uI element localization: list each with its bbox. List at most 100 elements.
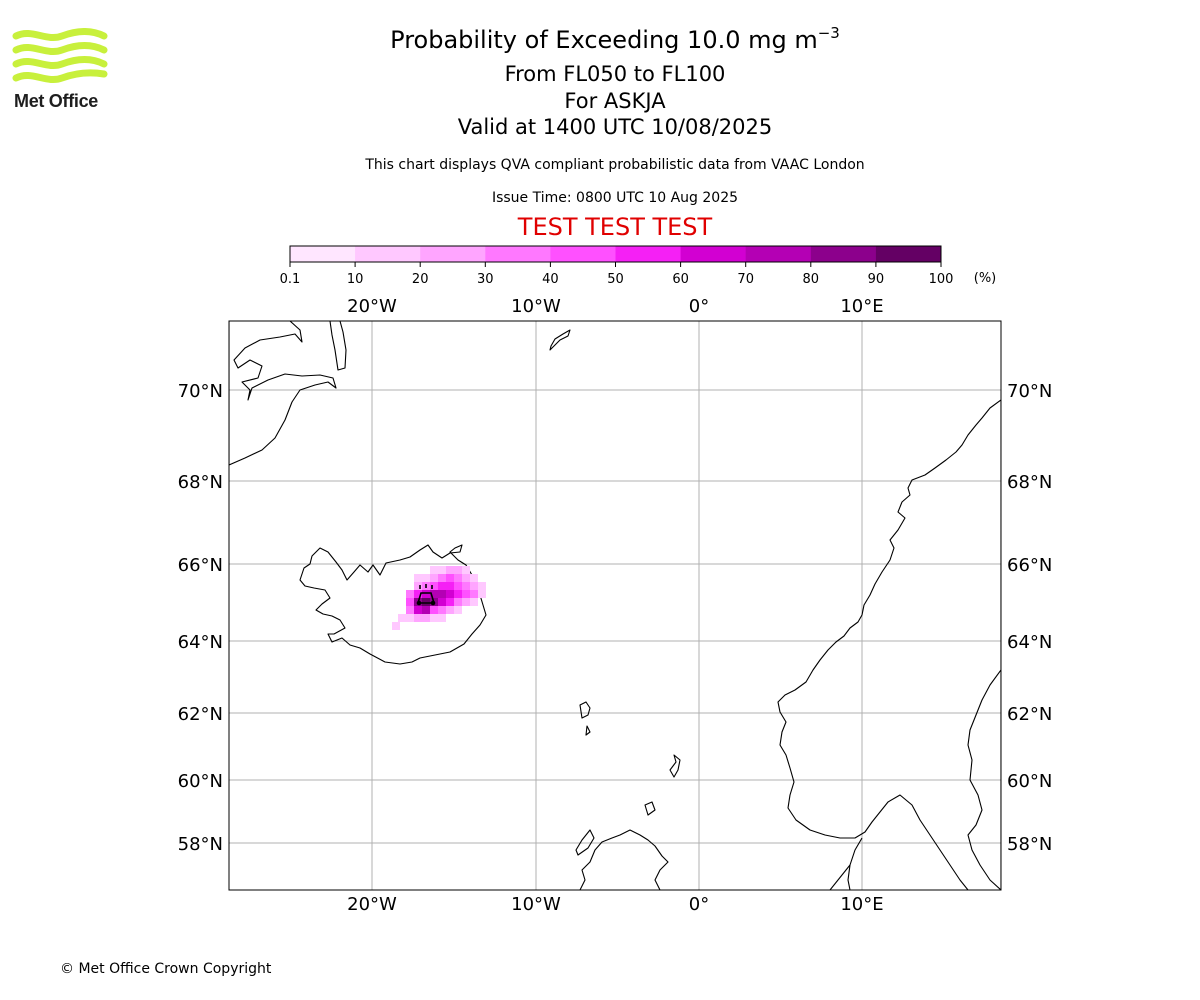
title-text: Probability of Exceeding 10.0 mg m bbox=[390, 26, 818, 54]
colorbar-tick-label: 20 bbox=[412, 272, 429, 287]
probability-cell bbox=[414, 614, 422, 622]
probability-cell bbox=[454, 574, 462, 582]
map-frame bbox=[228, 320, 1002, 891]
probability-cell bbox=[398, 614, 406, 622]
lon-label-top: 10°E bbox=[840, 296, 883, 317]
probability-cell bbox=[438, 582, 446, 590]
coastline-scotland bbox=[579, 829, 669, 890]
probability-cell bbox=[422, 574, 430, 582]
colorbar-cell bbox=[745, 246, 812, 262]
lat-label-right: 68°N bbox=[1007, 472, 1052, 493]
probability-cell bbox=[446, 582, 454, 590]
colorbar-tick-label: 70 bbox=[737, 272, 754, 287]
probability-cell bbox=[454, 582, 462, 590]
colorbar-tick-label: 40 bbox=[542, 272, 559, 287]
colorbar-cell bbox=[875, 246, 942, 262]
met-office-logo: Met Office bbox=[12, 28, 112, 118]
lat-label-left: 64°N bbox=[178, 632, 223, 653]
colorbar-cell bbox=[355, 246, 421, 262]
lat-label-left: 58°N bbox=[178, 834, 223, 855]
lat-label-right: 70°N bbox=[1007, 381, 1052, 402]
coastline-orkney bbox=[644, 801, 656, 816]
probability-cell bbox=[422, 606, 430, 614]
colorbar-tick-label: 10 bbox=[347, 272, 364, 287]
probability-cell bbox=[422, 590, 430, 598]
lat-label-left: 60°N bbox=[178, 771, 223, 792]
probability-cell bbox=[392, 622, 400, 630]
colorbar-cell bbox=[810, 246, 877, 262]
axis-labels: 20°W 20°W 10°W 10°W 0° 0° 10°E 10°E 70°N 70°N 68°N… bbox=[178, 296, 1053, 915]
probability-cell bbox=[430, 590, 438, 598]
lon-label-top: 0° bbox=[689, 296, 709, 317]
lat-label-right: 66°N bbox=[1007, 555, 1052, 576]
coastline-faroe bbox=[579, 701, 591, 719]
lat-label-right: 58°N bbox=[1007, 834, 1052, 855]
lon-label-bottom: 20°W bbox=[347, 894, 397, 915]
valid-time: Valid at 1400 UTC 10/08/2025 bbox=[457, 115, 773, 139]
copyright: © Met Office Crown Copyright bbox=[60, 961, 272, 977]
lon-label-bottom: 10°W bbox=[511, 894, 561, 915]
coastline-norway bbox=[777, 399, 1001, 890]
probability-cell bbox=[454, 590, 462, 598]
probability-cell bbox=[462, 598, 470, 606]
probability-cell bbox=[462, 590, 470, 598]
colorbar-cell bbox=[680, 246, 747, 262]
lon-label-bottom: 0° bbox=[689, 894, 709, 915]
probability-cell bbox=[470, 598, 478, 606]
lon-label-bottom: 10°E bbox=[840, 894, 883, 915]
probability-cell bbox=[478, 590, 486, 598]
probability-cell bbox=[406, 606, 414, 614]
colorbar-tick-label: 60 bbox=[672, 272, 689, 287]
probability-cell bbox=[478, 582, 486, 590]
probability-cell bbox=[414, 582, 422, 590]
probability-cell bbox=[406, 598, 414, 606]
lat-label-right: 60°N bbox=[1007, 771, 1052, 792]
coastline-shetland bbox=[669, 754, 681, 778]
probability-cell bbox=[446, 566, 454, 574]
chart-title: Probability of Exceeding 10.0 mg m−3 bbox=[0, 24, 1200, 54]
probability-cell bbox=[470, 590, 478, 598]
probability-cell bbox=[470, 574, 478, 582]
colorbar-tick-label: 0.1 bbox=[280, 272, 301, 287]
lat-label-left: 66°N bbox=[178, 555, 223, 576]
coastline-greenland-east bbox=[329, 321, 347, 371]
colorbar-cell bbox=[420, 246, 486, 262]
probability-cell bbox=[414, 590, 422, 598]
probability-cell bbox=[454, 606, 462, 614]
probability-cell bbox=[422, 598, 430, 606]
lat-label-right: 62°N bbox=[1007, 704, 1052, 725]
coastline-iceland bbox=[299, 544, 487, 665]
probability-cell bbox=[430, 582, 438, 590]
probability-cell bbox=[414, 606, 422, 614]
colorbar-cell bbox=[550, 246, 616, 262]
probability-cell bbox=[438, 614, 446, 622]
volcano-name: For ASKJA bbox=[564, 89, 666, 113]
probability-cell bbox=[438, 606, 446, 614]
lon-label-top: 20°W bbox=[347, 296, 397, 317]
colorbar-cell bbox=[290, 246, 356, 262]
colorbar-cells bbox=[290, 246, 942, 262]
probability-cell bbox=[446, 590, 454, 598]
test-banner: TEST TEST TEST bbox=[517, 213, 713, 241]
lon-label-top: 10°W bbox=[511, 296, 561, 317]
probability-field bbox=[392, 566, 486, 630]
probability-cell bbox=[406, 614, 414, 622]
lat-label-left: 70°N bbox=[178, 381, 223, 402]
map-background bbox=[229, 321, 1001, 890]
coastline-hebrides bbox=[575, 829, 595, 856]
volcano-icon bbox=[416, 584, 436, 606]
colorbar-tick-label: 100 bbox=[929, 272, 954, 287]
colorbar-cell bbox=[485, 246, 551, 262]
flight-levels: From FL050 to FL100 bbox=[504, 62, 726, 86]
colorbar-tick-label: 30 bbox=[477, 272, 494, 287]
probability-cell bbox=[462, 582, 470, 590]
colorbar-unit: (%) bbox=[974, 271, 997, 286]
probability-cell bbox=[438, 598, 446, 606]
met-office-wave-logo-icon bbox=[12, 28, 108, 83]
coastlines bbox=[229, 321, 1001, 890]
lat-label-left: 68°N bbox=[178, 472, 223, 493]
colorbar-tick-label: 50 bbox=[607, 272, 624, 287]
probability-cell bbox=[438, 566, 446, 574]
coastline-greenland bbox=[229, 321, 337, 466]
probability-cell bbox=[430, 606, 438, 614]
